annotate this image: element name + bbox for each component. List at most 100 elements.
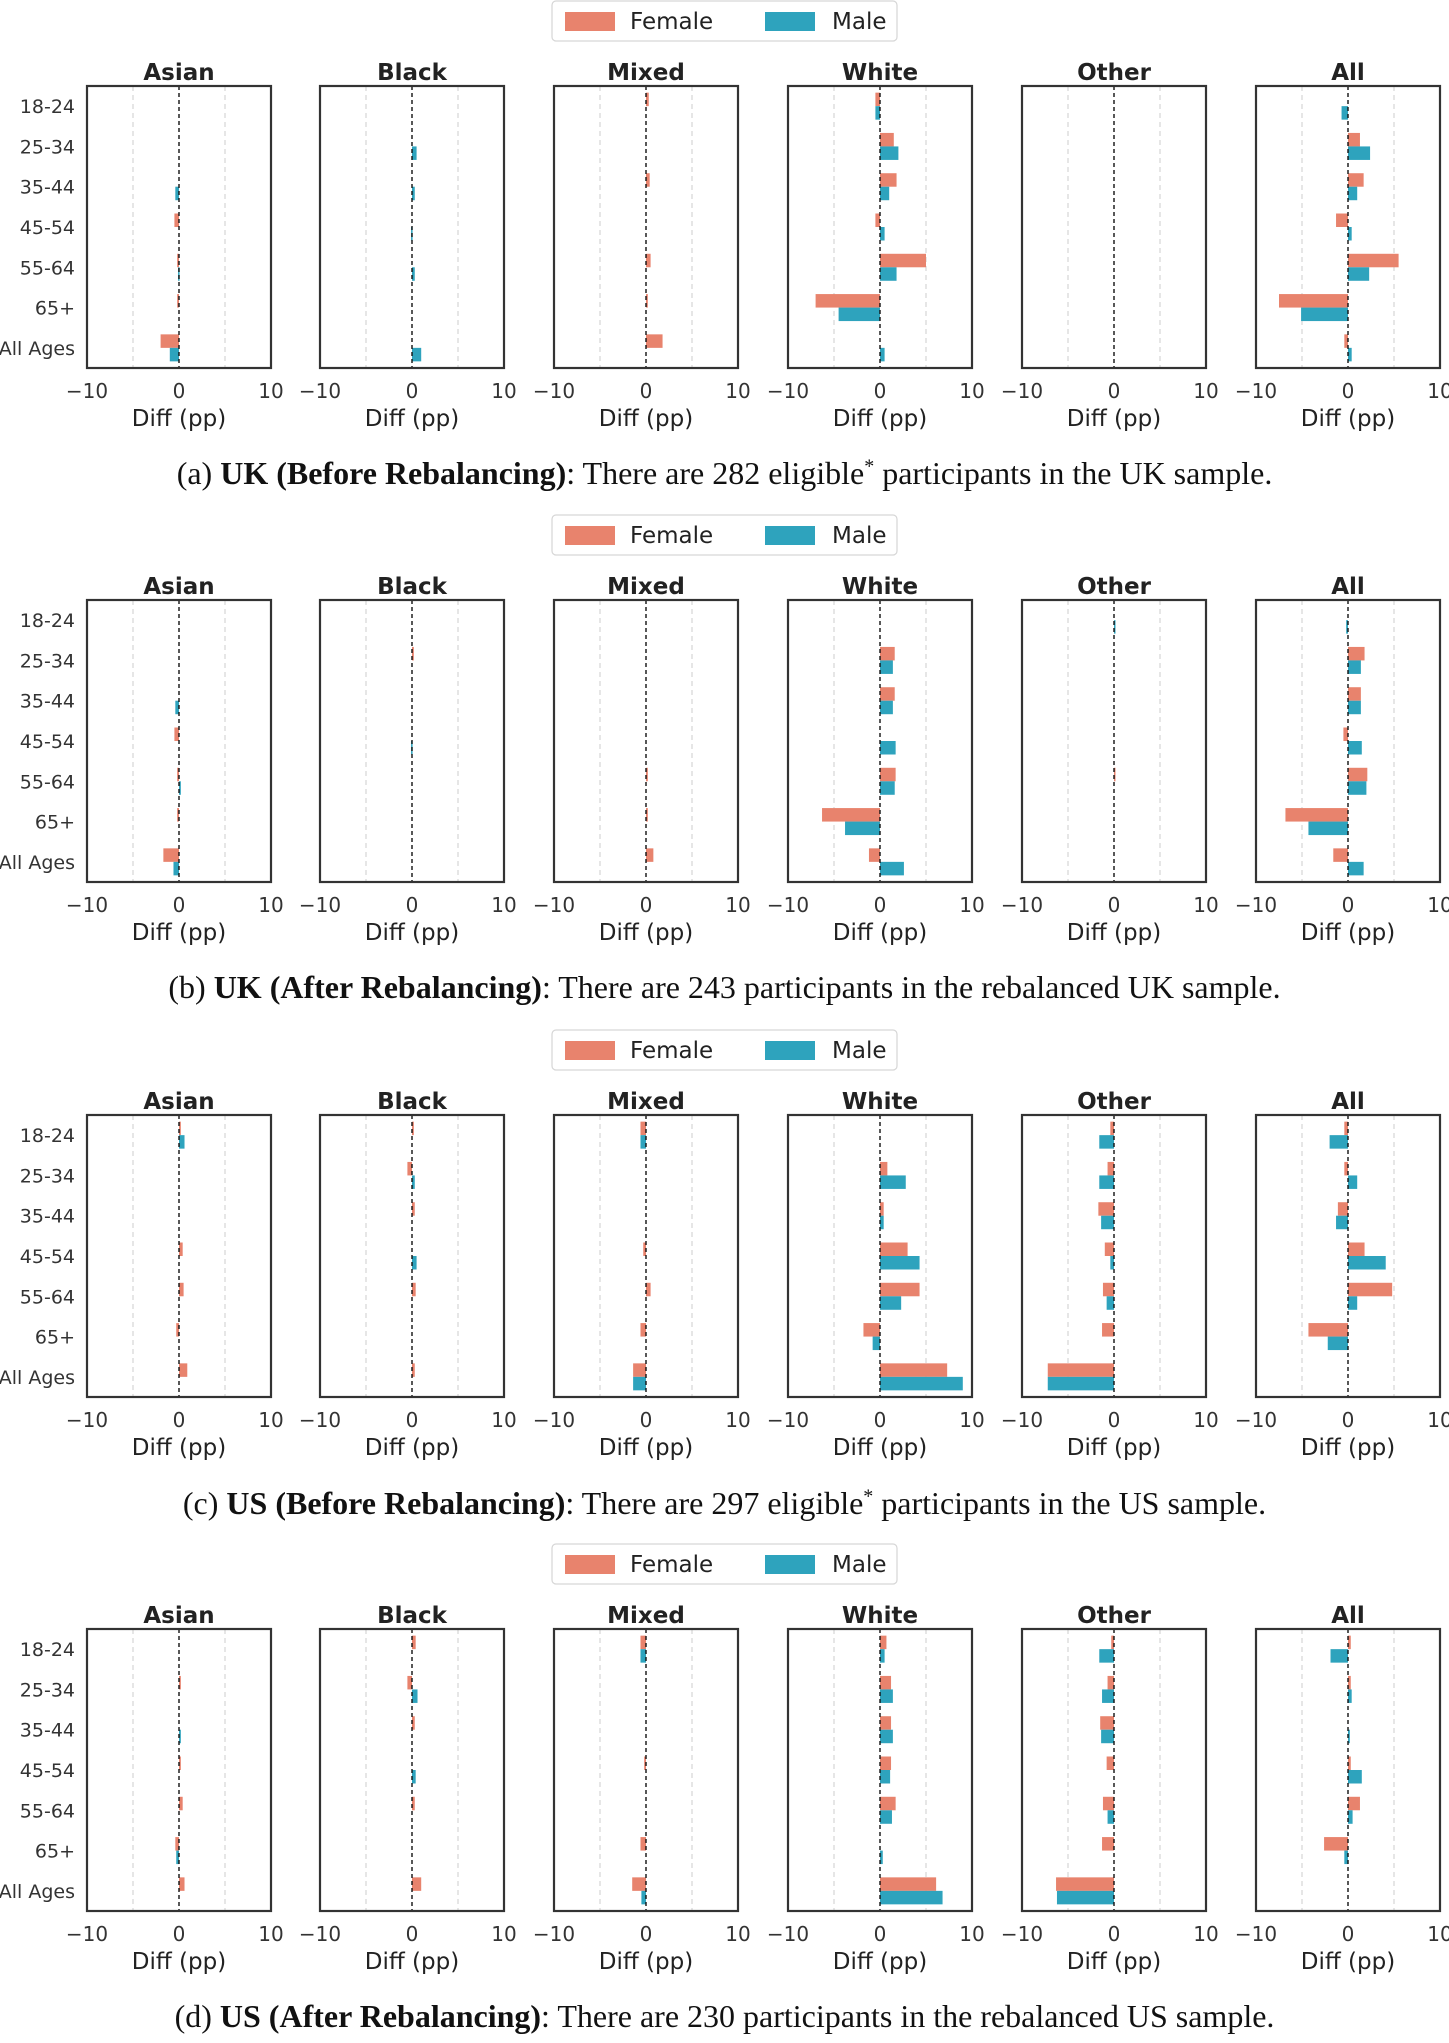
panel-title: Black (377, 1089, 448, 1115)
x-axis-label: Diff (pp) (599, 1435, 693, 1461)
bar-female (646, 173, 650, 187)
bar-male (1114, 620, 1116, 634)
bar-male (1348, 186, 1358, 201)
bar-female (632, 1877, 646, 1891)
panel-title: White (842, 1089, 918, 1115)
bar-male (880, 781, 895, 795)
bar-female (412, 646, 414, 661)
axes-frame (85, 1113, 273, 1399)
axes-frame (786, 1113, 974, 1399)
bar-female (407, 1161, 412, 1176)
x-tick-label: −10 (767, 893, 809, 917)
panel-title: Mixed (607, 1089, 685, 1115)
legend-swatch-male (765, 12, 815, 31)
x-tick-label: −10 (1235, 1408, 1277, 1432)
x-tick-label: 10 (1193, 1408, 1218, 1432)
axes-frame (786, 84, 974, 370)
caption-sup: * (864, 455, 875, 478)
legend: Female Male (551, 514, 898, 556)
bar-female (179, 1675, 181, 1690)
axes-frame (1254, 1113, 1442, 1399)
bar-male (1348, 1729, 1350, 1744)
x-tick-label: −10 (767, 1408, 809, 1432)
x-axis-label: Diff (pp) (599, 920, 693, 946)
bar-female (1344, 334, 1348, 348)
bar-male (169, 347, 179, 362)
y-tick-label: 65+ (35, 812, 75, 834)
bar-male (838, 307, 880, 322)
y-tick-label: 45-54 (20, 1246, 75, 1268)
bar-male (1099, 1135, 1114, 1149)
x-tick-label: −10 (299, 379, 341, 403)
panel-title: Other (1077, 60, 1152, 86)
x-tick-label: 0 (874, 893, 887, 917)
y-tick-label: 45-54 (20, 731, 75, 753)
x-tick-label: 0 (406, 893, 419, 917)
x-tick-label: 10 (959, 1922, 984, 1946)
bar-male (173, 861, 179, 876)
x-tick-label: 0 (1108, 893, 1121, 917)
legend-label-male: Male (832, 9, 886, 35)
bar-female (880, 1161, 888, 1176)
chart-block-3: Female Male Asian −10 0 10 Diff (pp) 18-24 25-34… (0, 1543, 1449, 1975)
panel-all: All −10 0 10 Diff (pp) (1235, 1603, 1449, 1975)
bar-female (179, 1121, 181, 1136)
x-tick-label: 0 (406, 1408, 419, 1432)
bar-female (1114, 767, 1116, 782)
bar-female (1344, 1121, 1348, 1136)
bar-female (1102, 1837, 1114, 1851)
y-tick-label: All Ages (0, 338, 75, 360)
y-tick-label: 35-44 (20, 691, 75, 713)
bar-female (646, 253, 651, 268)
panel-title: Black (377, 574, 448, 600)
bar-female (1102, 1796, 1114, 1811)
bar-male (412, 1175, 415, 1189)
axes-frame (552, 598, 740, 884)
x-tick-label: −10 (1001, 1922, 1043, 1946)
bar-female (1107, 1161, 1114, 1176)
bar-female (1102, 1282, 1114, 1297)
y-tick-label: 45-54 (20, 217, 75, 239)
x-axis-label: Diff (pp) (1067, 1949, 1161, 1975)
bar-female (644, 1756, 646, 1770)
bar-female (1098, 1202, 1114, 1216)
x-tick-label: 10 (1427, 1922, 1449, 1946)
bar-female (646, 1282, 651, 1297)
x-tick-label: −10 (533, 379, 575, 403)
panel-all: All −10 0 10 Diff (pp) (1235, 60, 1449, 432)
bar-male (175, 186, 179, 201)
x-axis-label: Diff (pp) (833, 1949, 927, 1975)
bar-female (179, 1756, 181, 1770)
bar-female (1047, 1363, 1114, 1377)
x-tick-label: 0 (640, 1922, 653, 1946)
axes-frame (1254, 1627, 1442, 1913)
bar-female (880, 253, 926, 268)
x-tick-label: −10 (66, 1408, 108, 1432)
bar-female (880, 132, 894, 147)
x-tick-label: −10 (299, 893, 341, 917)
x-axis-label: Diff (pp) (599, 1949, 693, 1975)
x-tick-label: −10 (533, 1922, 575, 1946)
x-axis-label: Diff (pp) (1067, 920, 1161, 946)
bar-female (1348, 1635, 1351, 1650)
bar-female (822, 808, 880, 822)
bar-female (1348, 646, 1365, 661)
x-tick-label: 10 (258, 893, 283, 917)
x-tick-label: 0 (874, 379, 887, 403)
bar-male (633, 1376, 646, 1391)
axes-frame (786, 1627, 974, 1913)
y-tick-label: 55-64 (20, 1286, 75, 1308)
bar-female (1106, 1756, 1114, 1770)
legend: Female Male (551, 1543, 898, 1585)
bar-female (1348, 173, 1364, 187)
x-axis-label: Diff (pp) (132, 920, 226, 946)
x-tick-label: 10 (1193, 893, 1218, 917)
axes-frame (1254, 598, 1442, 884)
x-tick-label: −10 (1001, 379, 1043, 403)
panel-other: Other −10 0 10 Diff (pp) (1001, 574, 1219, 946)
bar-female (412, 1635, 416, 1650)
bar-male (1341, 106, 1348, 120)
caption-prefix: (b) (168, 969, 214, 1005)
bar-female (646, 808, 648, 822)
panel-asian: Asian −10 0 10 Diff (pp) 18-24 25-34 35-44 45-54… (0, 60, 284, 432)
